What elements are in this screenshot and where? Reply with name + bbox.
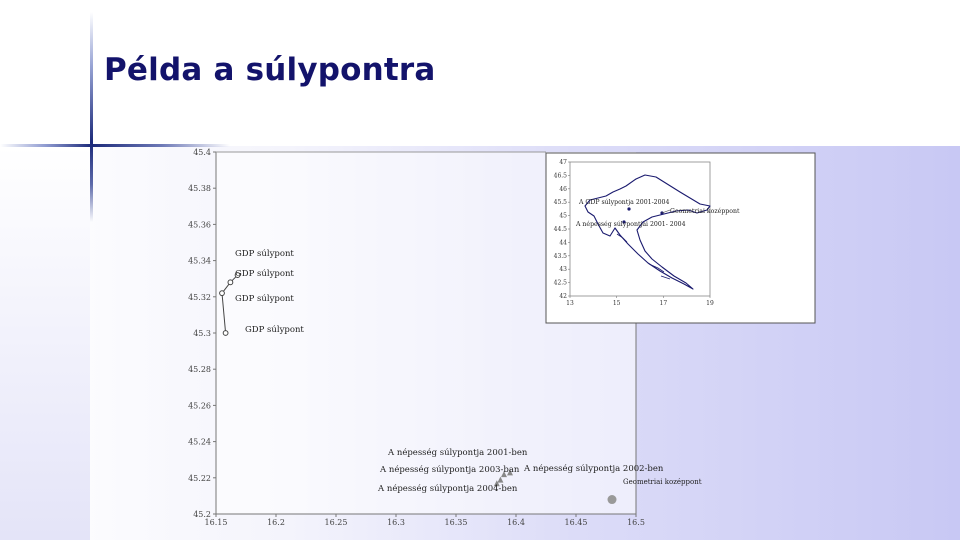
inset-gdp-label: A GDP súlypontja 2001-2004: [578, 199, 669, 206]
population-point: [497, 476, 504, 483]
x-tick-label: 16.5: [627, 518, 645, 527]
x-tick-label: 16.3: [387, 518, 405, 527]
decorative-horizontal-line: [0, 144, 230, 147]
y-tick-label: 45.22: [188, 474, 211, 483]
gdp-point: [234, 272, 241, 278]
y-tick-label: 45.3: [193, 329, 211, 338]
y-tick-label: 45.28: [188, 365, 211, 374]
page-title: Példa a súlypontra: [104, 52, 436, 88]
geometric-center: [607, 495, 617, 505]
inset-y-tick-label: 42: [559, 293, 567, 300]
population-point: [507, 469, 513, 476]
inset-y-tick-label: 44: [559, 239, 567, 246]
y-tick-label: 45.36: [188, 220, 211, 229]
x-tick-label: 16.25: [325, 518, 348, 527]
gdp-label-4: GDP súlypont: [245, 324, 304, 335]
gdp-point: [227, 279, 234, 286]
decorative-vertical-line: [90, 12, 93, 222]
inset-population-marker: [622, 220, 626, 224]
inset-island-1: [616, 233, 628, 243]
geometric-center-point: [607, 495, 617, 505]
inset-y-tick-label: 44.5: [554, 226, 568, 233]
inset-y-tick-label: 47: [559, 159, 567, 166]
pop-label-2003: A népesség súlypontja 2003-ban: [379, 464, 520, 475]
inset-x-tick-label: 15: [613, 300, 621, 307]
inset-x-tick-label: 13: [566, 300, 574, 307]
y-tick-label: 45.34: [188, 257, 211, 266]
inset-population-label: A népesség súlypontjai 2001- 2004: [575, 221, 686, 228]
x-tick-label: 16.2: [267, 518, 285, 527]
y-tick-label: 45.26: [188, 401, 211, 410]
pop-label-2002: A népesség súlypontja 2002-ben: [523, 463, 664, 474]
x-tick-label: 16.15: [205, 518, 228, 527]
population-points: [493, 469, 513, 487]
inset-y-tick-label: 42.5: [554, 280, 568, 287]
gdp-label-1: GDP súlypont: [235, 248, 294, 259]
inset-y-tick-label: 43.5: [554, 253, 568, 260]
inset-croatia-outline: [584, 174, 711, 290]
gdp-points: [219, 272, 241, 336]
y-tick-label: 45.38: [188, 184, 211, 193]
inset-plot-area: [569, 161, 711, 297]
y-tick-label: 45.2: [193, 510, 211, 519]
y-tick-label: 45.32: [188, 293, 211, 302]
inset-y-tick-label: 45: [559, 213, 567, 220]
inset-y-tick-label: 46.5: [554, 172, 568, 179]
pop-label-2004: A népesség súlypontja 2004-ben: [377, 483, 518, 494]
inset-y-tick-label: 46: [559, 186, 567, 193]
geometric-center-label: Geometriai kozéppont: [623, 478, 702, 486]
inset-x-ticks: 13 15 17 19: [566, 296, 714, 307]
inset-center-leader: [661, 209, 671, 214]
inset-map: 13 15 17 19 4746.54645.54544.54443.54342.54…: [545, 152, 816, 324]
y-ticks: 45.2 45.22 45.24 45.26 45.28 45.3 45.32 45.34 45…: [188, 148, 216, 519]
inset-island-2: [648, 263, 665, 273]
inset-x-tick-label: 19: [706, 300, 714, 307]
inset-x-tick-label: 17: [660, 300, 668, 307]
y-tick-label: 45.24: [188, 438, 211, 447]
gdp-label-3: GDP súlypont: [235, 293, 294, 304]
population-point: [501, 471, 507, 478]
gdp-label-2: GDP súlypont: [235, 268, 294, 279]
inset-y-tick-label: 43: [559, 266, 567, 273]
inset-center-label: Geometriai kozéppont: [670, 208, 740, 215]
pop-label-2001: A népesség súlypontja 2001-ben: [387, 447, 528, 458]
population-point: [493, 480, 500, 487]
x-tick-label: 16.35: [445, 518, 468, 527]
gdp-point: [219, 290, 225, 297]
gdp-point: [222, 330, 229, 336]
x-tick-label: 16.4: [507, 518, 525, 527]
x-tick-label: 16.45: [565, 518, 588, 527]
inset-y-tick-label: 45.5: [554, 199, 568, 206]
inset-y-ticks: 47 46.5 46 45.5 45 44.5 44 43.5 43 42.5 42: [554, 159, 570, 300]
inset-island-3: [660, 275, 671, 280]
background-left-fade: [0, 146, 90, 540]
x-ticks: 16.15 16.2 16.25 16.3 16.35 16.4 16.45 16.5: [205, 514, 645, 527]
inset-gdp-marker: [627, 207, 631, 211]
y-tick-label: 45.4: [193, 148, 211, 157]
gdp-trajectory-line: [221, 274, 238, 334]
